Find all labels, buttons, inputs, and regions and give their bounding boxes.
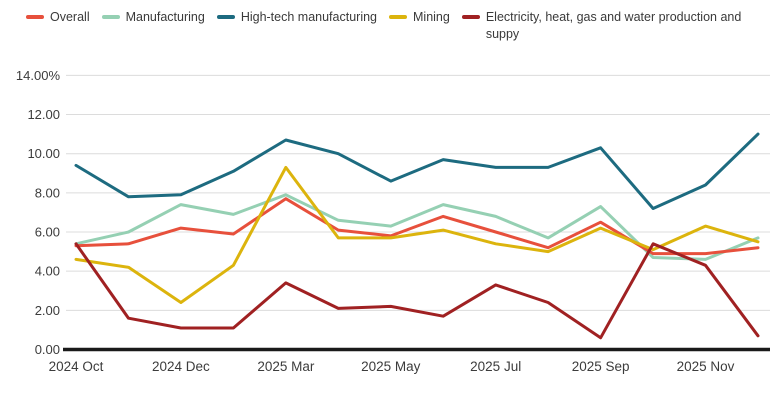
y-tick-label: 2.00 bbox=[35, 303, 60, 318]
chart-plot-area: 0.00 2.00 4.00 6.00 8.00 10.00 12.00 14.00% 2024… bbox=[16, 68, 770, 374]
x-tick-label: 2025 Jul bbox=[470, 359, 521, 374]
series-lines bbox=[74, 132, 760, 340]
legend-label-electricity: Electricity, heat, gas and water product… bbox=[485, 10, 742, 41]
legend-item-manufacturing: Manufacturing bbox=[101, 9, 205, 26]
series-line-electricity-heat-gas-and-water-production-and-suppy bbox=[74, 242, 760, 340]
legend-label-manufacturing: Manufacturing bbox=[125, 10, 205, 24]
chart-legend: Overall Manufacturing High-tech manufact… bbox=[26, 9, 754, 43]
x-tick-label: 2025 Mar bbox=[257, 359, 315, 374]
x-axis-labels: 2024 Oct 2024 Dec 2025 Mar 2025 May 2025 Jul… bbox=[49, 359, 735, 374]
y-tick-label: 12.00 bbox=[27, 107, 60, 122]
series-line-overall bbox=[74, 197, 760, 256]
legend-swatch-hightech-manufacturing bbox=[216, 15, 235, 19]
legend-swatch-electricity bbox=[461, 15, 480, 19]
legend-item-mining: Mining bbox=[389, 9, 450, 26]
legend-swatch-manufacturing bbox=[101, 15, 120, 19]
x-tick-label: 2025 Sep bbox=[572, 359, 630, 374]
x-tick-label: 2025 May bbox=[361, 359, 421, 374]
y-axis-labels: 0.00 2.00 4.00 6.00 8.00 10.00 12.00 14.00% bbox=[16, 68, 61, 357]
series-line-high-tech-manufacturing bbox=[74, 132, 760, 210]
legend-label-overall: Overall bbox=[50, 10, 90, 24]
y-tick-label: 4.00 bbox=[35, 264, 60, 279]
legend-label-mining: Mining bbox=[413, 10, 450, 24]
legend-item-overall: Overall bbox=[26, 9, 90, 26]
legend-swatch-overall bbox=[26, 15, 44, 19]
series-line-mining bbox=[74, 165, 760, 304]
gridlines bbox=[66, 74, 770, 311]
legend-item-electricity: Electricity, heat, gas and water product… bbox=[461, 9, 754, 43]
y-tick-label: 0.00 bbox=[35, 342, 60, 357]
y-tick-label: 10.00 bbox=[27, 146, 60, 161]
x-tick-label: 2024 Dec bbox=[152, 359, 210, 374]
y-tick-label: 8.00 bbox=[35, 185, 60, 200]
legend-item-hightech-manufacturing: High-tech manufacturing bbox=[216, 9, 377, 26]
x-tick-label: 2025 Nov bbox=[677, 359, 735, 374]
x-tick-label: 2024 Oct bbox=[49, 359, 104, 374]
y-tick-label: 14.00% bbox=[16, 68, 61, 83]
y-tick-label: 6.00 bbox=[35, 225, 60, 240]
legend-label-hightech-manufacturing: High-tech manufacturing bbox=[240, 10, 377, 24]
legend-swatch-mining bbox=[389, 15, 407, 19]
